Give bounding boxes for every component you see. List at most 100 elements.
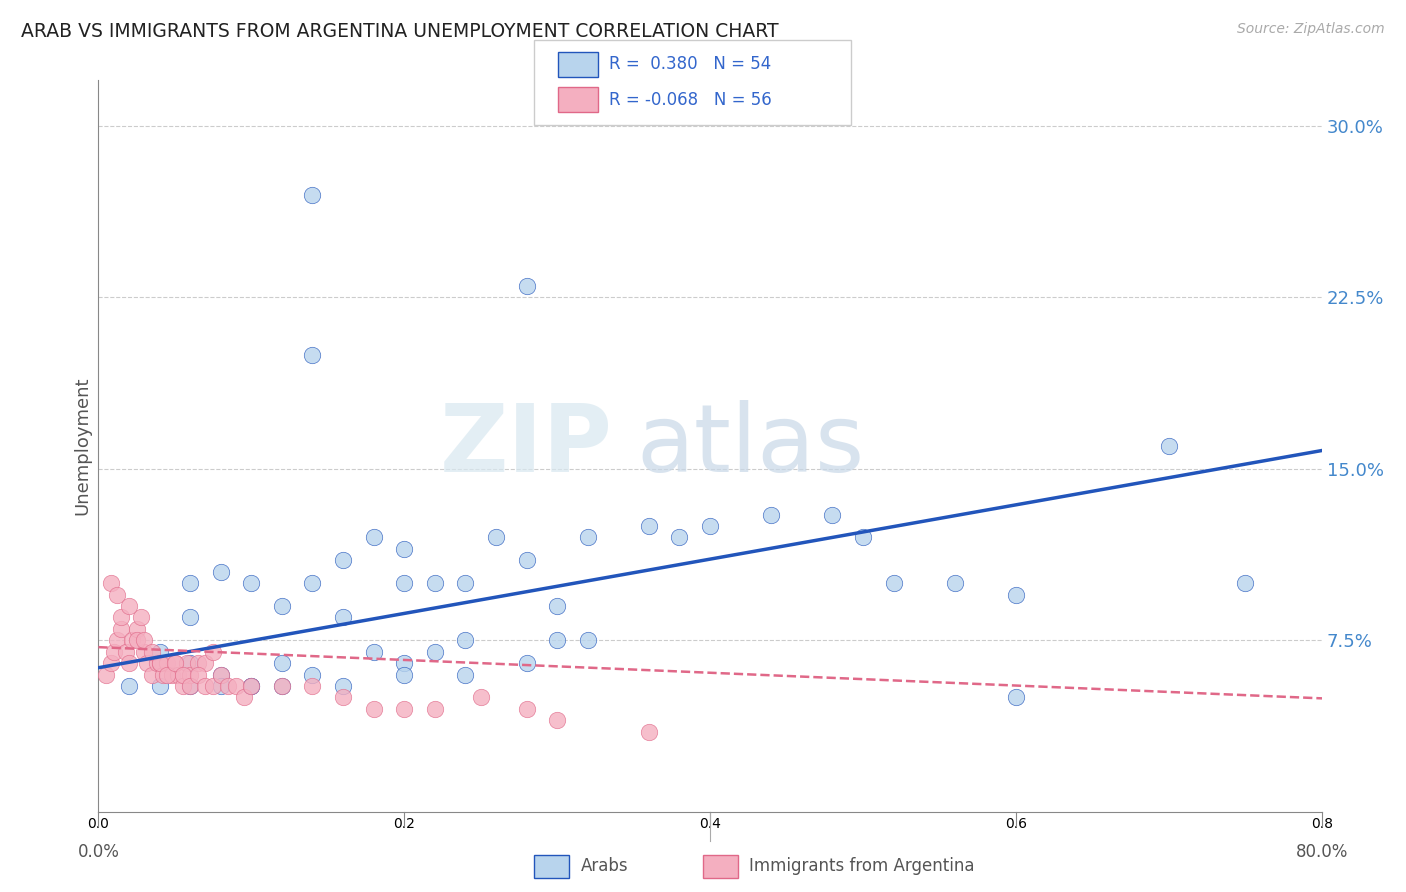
Point (240, 679, 263, 693)
Point (136, 656, 159, 670)
Point (149, 645, 172, 659)
Point (115, 645, 138, 659)
Point (332, 679, 354, 693)
Text: R = -0.068   N = 56: R = -0.068 N = 56 (609, 91, 772, 109)
Text: ZIP: ZIP (439, 400, 612, 492)
Point (516, 553, 538, 567)
Point (392, 656, 416, 670)
Point (105, 588, 128, 602)
Point (363, 645, 385, 659)
Point (172, 679, 194, 693)
Point (179, 610, 201, 624)
Point (546, 599, 568, 613)
Point (423, 702, 446, 716)
Point (363, 530, 385, 544)
Text: R =  0.380   N = 54: R = 0.380 N = 54 (609, 55, 770, 73)
Point (129, 610, 152, 624)
Text: Arabs: Arabs (581, 857, 628, 875)
Point (576, 530, 599, 544)
Point (167, 667, 190, 681)
Point (516, 656, 538, 670)
Point (546, 633, 568, 648)
Point (423, 645, 446, 659)
Point (100, 576, 122, 591)
Point (470, 690, 492, 705)
Point (301, 679, 323, 693)
Text: 80.0%: 80.0% (1295, 843, 1348, 861)
Point (125, 622, 148, 636)
Point (160, 667, 183, 681)
Point (163, 656, 186, 670)
Point (134, 645, 156, 659)
Point (194, 679, 217, 693)
Point (332, 553, 354, 567)
Point (110, 622, 132, 636)
Point (118, 599, 141, 613)
Text: Immigrants from Argentina: Immigrants from Argentina (749, 857, 974, 875)
Point (240, 576, 263, 591)
Point (163, 656, 186, 670)
Point (217, 679, 239, 693)
Point (179, 679, 201, 693)
Point (202, 645, 225, 659)
Point (209, 565, 232, 579)
Point (187, 667, 209, 681)
Point (194, 656, 217, 670)
Point (179, 679, 201, 693)
Point (125, 633, 148, 648)
Point (187, 656, 209, 670)
Point (301, 667, 323, 681)
Point (392, 667, 416, 681)
Y-axis label: Unemployment: Unemployment (73, 376, 91, 516)
Point (225, 679, 247, 693)
Point (270, 679, 292, 693)
Point (156, 667, 179, 681)
Point (209, 667, 232, 681)
Point (516, 702, 538, 716)
Point (301, 576, 323, 591)
Point (852, 530, 875, 544)
Point (454, 667, 477, 681)
Text: Source: ZipAtlas.com: Source: ZipAtlas.com (1237, 22, 1385, 37)
Point (110, 610, 132, 624)
Point (1004, 588, 1026, 602)
Point (759, 508, 782, 522)
Point (392, 702, 416, 716)
Point (392, 576, 416, 591)
Point (100, 656, 122, 670)
Point (821, 508, 844, 522)
Point (301, 347, 323, 362)
Point (270, 599, 292, 613)
Point (454, 576, 477, 591)
Point (392, 541, 416, 556)
Point (454, 633, 477, 648)
Point (1157, 439, 1180, 453)
Point (179, 656, 201, 670)
Point (209, 667, 232, 681)
Point (1234, 576, 1257, 591)
Text: atlas: atlas (637, 400, 865, 492)
Point (546, 714, 568, 728)
Point (145, 656, 167, 670)
Point (576, 633, 599, 648)
Point (363, 702, 385, 716)
Point (270, 679, 292, 693)
Point (118, 679, 141, 693)
Text: ARAB VS IMMIGRANTS FROM ARGENTINA UNEMPLOYMENT CORRELATION CHART: ARAB VS IMMIGRANTS FROM ARGENTINA UNEMPL… (21, 22, 779, 41)
Point (149, 679, 172, 693)
Point (1004, 690, 1026, 705)
Point (179, 667, 201, 681)
Point (103, 645, 125, 659)
Point (156, 656, 179, 670)
Point (141, 667, 163, 681)
Point (332, 610, 354, 624)
Point (94, 667, 117, 681)
Point (485, 530, 508, 544)
Point (699, 519, 721, 533)
Point (176, 656, 198, 670)
Point (179, 576, 201, 591)
Point (668, 530, 690, 544)
Point (149, 656, 172, 670)
Point (152, 667, 174, 681)
Point (270, 656, 292, 670)
